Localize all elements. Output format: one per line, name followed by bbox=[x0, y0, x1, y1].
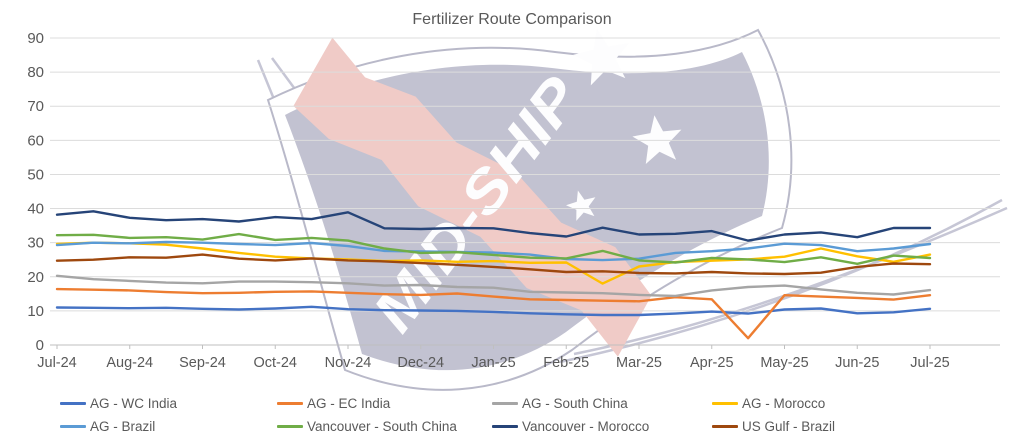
legend-label: Vancouver - Morocco bbox=[522, 419, 650, 434]
legend-item: AG - Brazil bbox=[60, 419, 277, 434]
y-axis-label: 50 bbox=[27, 166, 44, 183]
x-axis-label: Nov-24 bbox=[325, 355, 372, 371]
legend-swatch bbox=[492, 425, 518, 428]
x-axis-label: Aug-24 bbox=[106, 355, 153, 371]
legend-swatch bbox=[712, 425, 738, 428]
y-axis-label: 0 bbox=[36, 337, 44, 354]
x-axis-label: Jul-24 bbox=[37, 355, 77, 371]
legend-swatch bbox=[277, 402, 303, 405]
x-axis-label: Mar-25 bbox=[616, 355, 662, 371]
legend-swatch bbox=[492, 402, 518, 405]
y-axis-label: 30 bbox=[27, 235, 44, 252]
series-line-ag-morocco bbox=[55, 241, 932, 285]
x-axis-label: May-25 bbox=[760, 355, 808, 371]
x-axis-label: Dec-24 bbox=[397, 355, 444, 371]
legend-label: US Gulf - Brazil bbox=[742, 419, 836, 434]
star-icon bbox=[573, 28, 629, 86]
y-axis-label: 40 bbox=[27, 201, 44, 218]
series-line-us-gulf-brazil bbox=[55, 253, 932, 276]
series-line-vancouver-morocco bbox=[55, 210, 932, 242]
series-line-ag-ec-india bbox=[55, 287, 932, 340]
star-icon bbox=[566, 190, 596, 221]
midship-flag-watermark: MID-SHIP bbox=[256, 28, 1008, 391]
legend-label: AG - South China bbox=[522, 396, 628, 411]
series-line-ag-brazil bbox=[55, 240, 932, 262]
legend-item: AG - WC India bbox=[60, 396, 277, 411]
legend-label: AG - WC India bbox=[90, 396, 178, 411]
star-icon bbox=[632, 115, 682, 164]
chart-legend: AG - WC India AG - EC India AG - South Chi… bbox=[60, 392, 1010, 438]
legend-swatch bbox=[277, 425, 303, 428]
y-axis-label: 20 bbox=[27, 269, 44, 286]
legend-item: Vancouver - Morocco bbox=[492, 419, 712, 434]
legend-item: US Gulf - Brazil bbox=[712, 419, 1010, 434]
x-axis-label: Apr-25 bbox=[690, 355, 734, 371]
x-axis-label: Jan-25 bbox=[471, 355, 515, 371]
y-axis-label: 70 bbox=[27, 98, 44, 115]
y-axis-label: 10 bbox=[27, 303, 44, 320]
x-axis-label: Feb-25 bbox=[543, 355, 589, 371]
x-axis-label: Jul-25 bbox=[910, 355, 950, 371]
legend-swatch bbox=[60, 402, 86, 405]
series-line-ag-wc-india bbox=[55, 305, 932, 317]
legend-label: AG - EC India bbox=[307, 396, 391, 411]
legend-label: AG - Morocco bbox=[742, 396, 826, 411]
y-axis-label: 90 bbox=[27, 30, 44, 47]
legend-item: Vancouver - South China bbox=[277, 419, 492, 434]
legend-swatch bbox=[712, 402, 738, 405]
series-line-vancouver-south-china bbox=[55, 232, 932, 265]
x-axis-label: Sep-24 bbox=[179, 355, 226, 371]
y-axis-label: 60 bbox=[27, 132, 44, 149]
plot-area: 0 10 20 30 40 50 60 70 80 90 Jul-24 Aug-24 Sep-24 Oct… bbox=[27, 30, 1000, 371]
x-axis-label: Oct-24 bbox=[253, 355, 297, 371]
x-axis-label: Jun-25 bbox=[835, 355, 879, 371]
legend-label: AG - Brazil bbox=[90, 419, 156, 434]
legend-swatch bbox=[60, 425, 86, 428]
chart-title: Fertilizer Route Comparison bbox=[412, 11, 611, 28]
series-line-ag-south-china bbox=[55, 274, 932, 298]
y-axis-label: 80 bbox=[27, 64, 44, 81]
legend-item: AG - South China bbox=[492, 396, 712, 411]
legend-item: AG - Morocco bbox=[712, 396, 1010, 411]
legend-label: Vancouver - South China bbox=[307, 419, 457, 434]
legend-item: AG - EC India bbox=[277, 396, 492, 411]
